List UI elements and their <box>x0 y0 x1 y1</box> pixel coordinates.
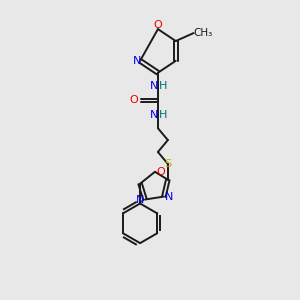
Text: S: S <box>164 159 171 169</box>
Text: O: O <box>154 20 162 30</box>
Text: H: H <box>159 110 167 120</box>
Text: N: N <box>150 81 158 91</box>
Text: N: N <box>150 110 158 120</box>
Text: H: H <box>159 81 167 91</box>
Text: N: N <box>133 56 141 66</box>
Text: O: O <box>157 167 165 177</box>
Text: O: O <box>130 95 139 106</box>
Text: N: N <box>165 192 173 202</box>
Text: CH₃: CH₃ <box>193 28 212 38</box>
Text: N: N <box>136 194 144 205</box>
